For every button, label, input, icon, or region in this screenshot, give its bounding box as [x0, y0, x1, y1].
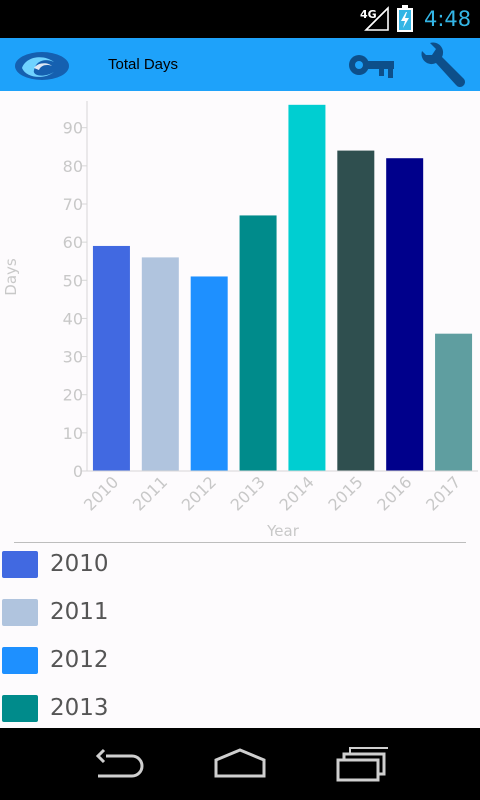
y-tick-label: 80: [63, 157, 83, 176]
y-tick-label: 50: [63, 271, 83, 290]
x-tick-label: 2015: [324, 472, 366, 514]
page-title: Total Days: [108, 56, 179, 73]
y-tick-label: 90: [63, 119, 83, 138]
status-clock: 4:48: [424, 7, 472, 31]
x-tick-label: 2014: [276, 472, 318, 514]
bar-2012: [190, 276, 228, 471]
bar-2013: [239, 215, 277, 471]
y-tick-label: 10: [63, 424, 83, 443]
y-tick-label: 30: [63, 348, 83, 367]
bar-2017: [435, 333, 473, 471]
legend-item: 2013: [0, 690, 480, 728]
signal-icon: 4G: [360, 6, 389, 31]
network-type-label: 4G: [360, 8, 377, 21]
app-bar: Total Days: [0, 38, 480, 91]
back-icon[interactable]: [90, 746, 150, 782]
x-axis: 2010 2011 2012 2013 2014 2015 2016 2017: [80, 470, 478, 515]
x-tick-label: 2016: [373, 472, 415, 514]
recent-apps-icon[interactable]: [332, 746, 392, 782]
legend-divider: [14, 542, 466, 543]
bar-chart: 0 10 20 30 40 50 60 70 80 90 2010 2011 2012 2013 2014…: [0, 91, 480, 543]
battery-charging-icon: [397, 5, 413, 32]
legend-item: 2012: [0, 642, 480, 682]
bar-2016: [386, 158, 424, 471]
bar-2010: [92, 245, 130, 471]
status-bar: 4G 4:48: [0, 0, 480, 38]
x-tick-label: 2010: [80, 472, 122, 514]
x-tick-label: 2011: [129, 472, 171, 514]
legend-label: 2013: [50, 695, 109, 721]
x-axis-label: Year: [266, 522, 300, 540]
x-tick-label: 2017: [422, 472, 464, 514]
bar-2011: [141, 257, 179, 471]
legend-label: 2011: [50, 599, 109, 625]
chart-legend: 2010 2011 2012 2013: [0, 543, 480, 728]
y-tick-label: 20: [63, 386, 83, 405]
navigation-bar: [0, 728, 480, 800]
y-axis: 0 10 20 30 40 50 60 70 80 90: [63, 101, 88, 481]
x-tick-label: 2012: [178, 472, 220, 514]
bar-2015: [337, 150, 375, 471]
legend-item: 2011: [0, 594, 480, 634]
legend-swatch: [2, 695, 38, 722]
legend-swatch: [2, 551, 38, 578]
bars: [92, 104, 473, 472]
legend-swatch: [2, 599, 38, 626]
legend-swatch: [2, 647, 38, 674]
legend-item: 2010: [0, 546, 480, 586]
y-axis-label: Days: [2, 258, 20, 296]
bar-2014: [288, 104, 326, 472]
y-tick-label: 0: [73, 462, 83, 481]
home-icon[interactable]: [210, 746, 270, 782]
y-tick-label: 70: [63, 195, 83, 214]
wave-logo-icon[interactable]: [14, 50, 72, 82]
y-tick-label: 40: [63, 309, 83, 328]
wrench-icon[interactable]: [418, 41, 468, 89]
bar-chart-svg: 0 10 20 30 40 50 60 70 80 90 2010 2011 2012 2013 2014…: [2, 101, 478, 540]
x-tick-label: 2013: [227, 472, 269, 514]
y-tick-label: 60: [63, 233, 83, 252]
key-icon[interactable]: [346, 48, 398, 82]
legend-label: 2012: [50, 647, 109, 673]
legend-label: 2010: [50, 551, 109, 577]
